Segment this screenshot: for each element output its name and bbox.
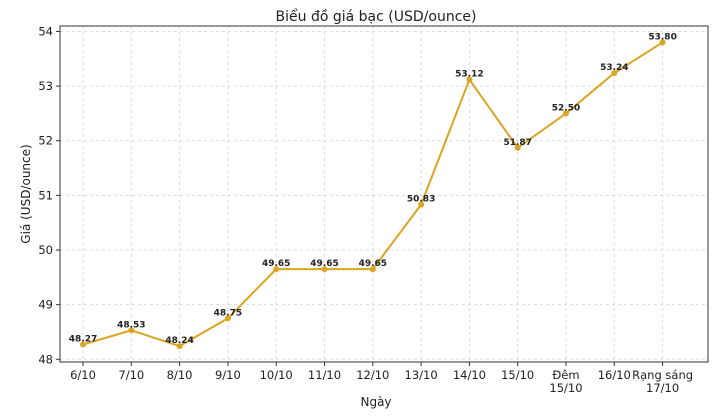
data-label: 52.50 [552,103,580,113]
data-point [611,69,618,76]
y-tick-label: 51 [38,188,53,202]
data-point [514,144,521,151]
x-tick-label: 12/10 [356,368,389,382]
y-tick-label: 53 [38,79,53,93]
y-tick-label: 49 [38,298,53,312]
x-tick-label: 10/10 [260,368,293,382]
data-point [128,327,135,334]
chart-title: Biểu đồ giá bạc (USD/ounce) [276,8,477,25]
data-label: 49.65 [359,259,387,269]
x-tick-label: 15/10 [501,368,534,382]
data-point [176,343,183,350]
x-tick-label: 16/10 [598,368,631,382]
data-label: 50.83 [407,195,435,205]
data-point [659,39,666,46]
y-tick-label: 50 [38,243,53,257]
data-label: 48.53 [117,320,145,330]
plot-frame [59,25,709,363]
y-tick-label: 52 [38,134,53,148]
x-tick-label: Rạng sáng 17/10 [632,368,693,395]
data-point [466,76,473,83]
x-tick-label: 11/10 [308,368,341,382]
y-axis-label: Giá (USD/ounce) [19,144,33,243]
data-point [321,266,328,273]
x-axis: 6/10 7/10 8/10 9/10 10/10 11/10 12/10 13/10 14/1… [70,362,693,395]
y-tick-label: 54 [38,24,53,38]
x-tick-label: 14/10 [453,368,486,382]
x-tick-label: 9/10 [215,368,241,382]
data-label: 48.75 [214,308,242,318]
x-tick-label: Đêm 15/10 [549,368,582,395]
data-label: 51.87 [503,138,531,148]
data-point [224,315,231,322]
data-point [418,201,425,208]
y-axis: 48 49 50 51 52 53 54 [38,24,60,366]
x-tick-label: 13/10 [405,368,438,382]
data-label: 49.65 [310,259,338,269]
data-label: 53.80 [648,32,676,42]
data-point [273,266,280,273]
data-label: 48.24 [165,336,193,346]
y-tick-label: 48 [38,352,53,366]
x-tick-label: 8/10 [167,368,193,382]
series-layer: 48.27 48.53 48.24 48.75 49.65 49.65 49.65 50.83… [69,32,677,350]
x-axis-label: Ngày [360,395,391,409]
x-tick-label: 7/10 [118,368,144,382]
data-label: 48.27 [69,335,97,345]
data-point [563,110,569,117]
data-label: 53.12 [455,70,483,80]
data-label: 53.24 [600,63,628,73]
data-point [80,341,86,348]
x-tick-label: 6/10 [70,368,96,382]
data-point [369,266,376,273]
data-label: 49.65 [262,259,290,269]
